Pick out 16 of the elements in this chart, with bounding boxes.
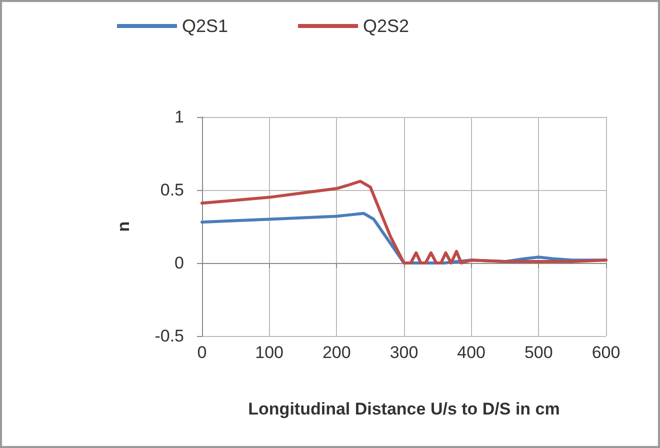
x-tick-label: 600: [592, 343, 620, 362]
x-tick-label: 0: [197, 343, 207, 362]
x-axis-title: Longitudinal Distance U/s to D/S in cm: [248, 400, 560, 418]
x-tick-label: 400: [457, 343, 486, 362]
x-tick-label: 200: [322, 343, 351, 362]
x-tick-label: 300: [390, 343, 418, 362]
legend-label: Q2S1: [182, 16, 228, 36]
y-tick-label: 1: [174, 108, 184, 126]
y-tick-label: 0.5: [160, 180, 184, 200]
line-series: [200, 180, 608, 264]
x-tick-label: 100: [255, 343, 284, 362]
legend-label: Q2S2: [363, 16, 410, 36]
y-tick-label: 0: [174, 254, 184, 272]
y-axis-title: n: [114, 221, 133, 232]
x-tick-label: 500: [524, 343, 553, 362]
y-tick-label: -0.5: [154, 326, 184, 346]
